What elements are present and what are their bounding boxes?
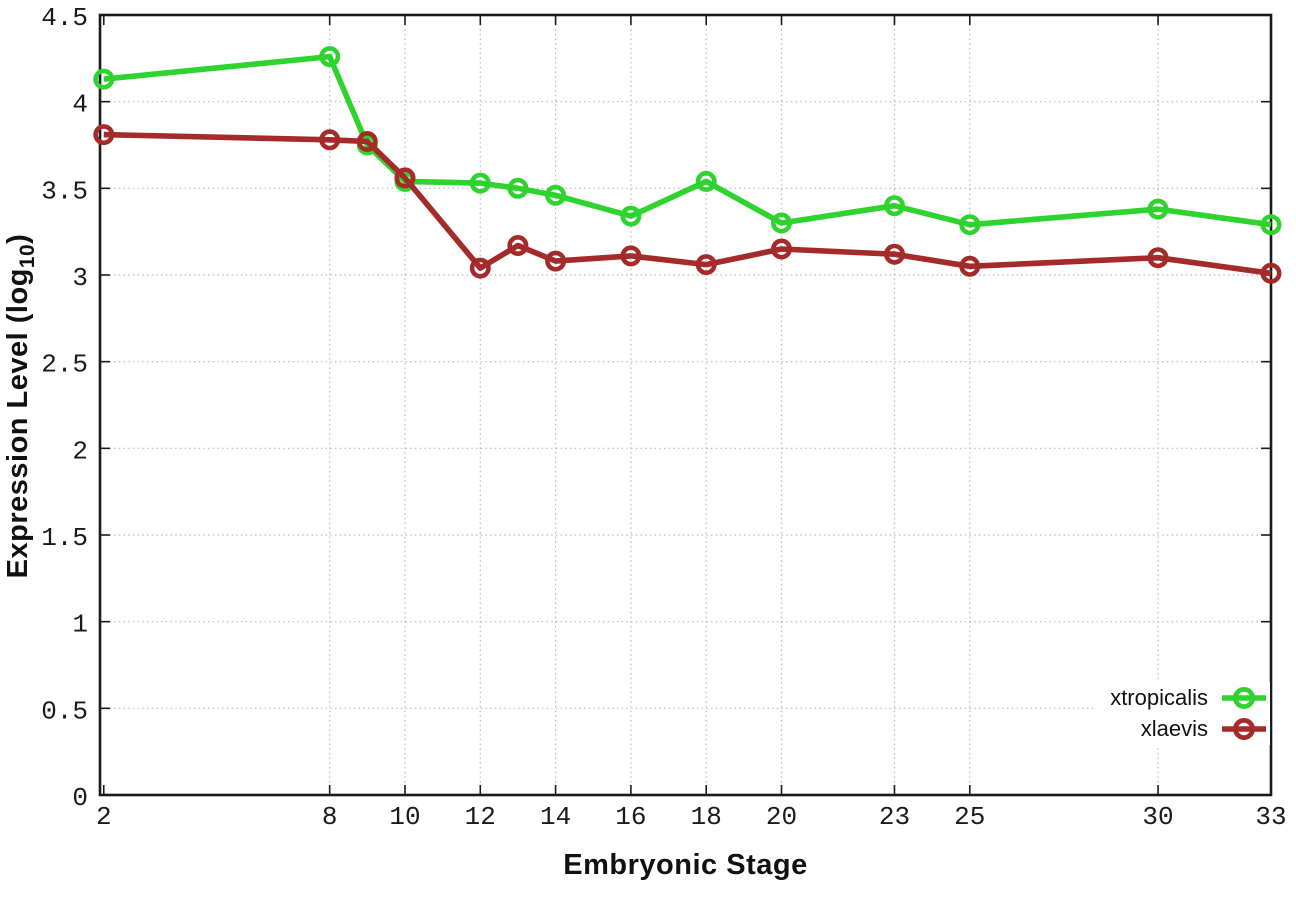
data-point-xlaevis-stage-13 [507, 235, 529, 257]
legend-marker-xtropicalis [1222, 686, 1266, 710]
x-tick-label: 14 [540, 802, 571, 832]
x-tick-label: 8 [322, 802, 338, 832]
data-point-xlaevis-stage-33 [1260, 262, 1282, 284]
y-tick-label: 0 [72, 783, 88, 813]
y-axis-title-subscript: 10 [15, 243, 39, 269]
x-tick-label: 10 [389, 802, 420, 832]
x-tick-label: 16 [615, 802, 646, 832]
data-point-xlaevis-stage-25 [959, 255, 981, 277]
data-point-xtropicalis-stage-23 [883, 195, 905, 217]
data-point-xtropicalis-stage-14 [545, 184, 567, 206]
data-point-xtropicalis-stage-33 [1260, 214, 1282, 236]
data-point-xlaevis-stage-9 [356, 131, 378, 153]
plot-border [98, 13, 1273, 797]
x-axis-title: Embryonic Stage [563, 849, 808, 881]
y-tick-label: 2 [72, 436, 88, 466]
x-tick-label: 12 [465, 802, 496, 832]
legend-marker-circle [1232, 686, 1256, 710]
legend-label-xtropicalis: xtropicalis [1110, 685, 1208, 710]
x-tick-label: 30 [1142, 802, 1173, 832]
y-axis-title-suffix: ) [2, 233, 34, 244]
y-tick-label: 4 [72, 90, 88, 120]
data-point-xlaevis-stage-2 [93, 124, 115, 146]
data-point-xlaevis-stage-12 [469, 257, 491, 279]
x-tick-label: 20 [766, 802, 797, 832]
data-point-xtropicalis-stage-12 [469, 172, 491, 194]
data-point-xtropicalis-stage-2 [93, 68, 115, 90]
data-point-xlaevis-stage-14 [545, 250, 567, 272]
legend-marker-xlaevis [1222, 717, 1266, 741]
x-tick-label: 33 [1255, 802, 1286, 832]
data-point-xlaevis-stage-20 [770, 238, 792, 260]
y-tick-label: 4.5 [41, 3, 88, 33]
legend-label-xlaevis: xlaevis [1140, 716, 1208, 741]
chart-legend: xtropicalis xlaevis [1096, 682, 1270, 745]
series-line-xlaevis [103, 131, 1272, 277]
x-tick-label: 25 [954, 802, 985, 832]
x-tick-label: 18 [691, 802, 722, 832]
legend-marker-circle [1232, 717, 1256, 741]
x-tick-label: 23 [879, 802, 910, 832]
data-point-xtropicalis-stage-18 [695, 170, 717, 192]
x-tick-label: 2 [96, 802, 112, 832]
data-point-xlaevis-stage-10 [394, 167, 416, 189]
data-point-xtropicalis-stage-8 [319, 46, 341, 68]
data-point-xlaevis-stage-23 [883, 243, 905, 265]
y-tick-label: 2.5 [41, 350, 88, 380]
y-tick-label: 1 [72, 610, 88, 640]
data-point-xtropicalis-stage-13 [507, 177, 529, 199]
data-point-xtropicalis-stage-25 [959, 214, 981, 236]
data-point-xlaevis-stage-16 [620, 245, 642, 267]
data-point-xtropicalis-stage-30 [1147, 198, 1169, 220]
data-point-xlaevis-stage-30 [1147, 247, 1169, 269]
data-point-xlaevis-stage-18 [695, 254, 717, 276]
legend-item-xtropicalis: xtropicalis [1110, 684, 1268, 712]
data-point-xtropicalis-stage-20 [770, 212, 792, 234]
data-point-xlaevis-stage-8 [319, 129, 341, 151]
y-tick-label: 3.5 [41, 176, 88, 206]
y-tick-label: 1.5 [41, 523, 88, 553]
legend-item-xlaevis: xlaevis [1141, 715, 1268, 743]
y-tick-label: 3 [72, 263, 88, 293]
y-tick-label: 0.5 [41, 696, 88, 726]
y-axis-title-text: Expression Level (log [2, 268, 34, 579]
y-axis-title: Expression Level (log10) [2, 1, 39, 811]
data-point-xtropicalis-stage-16 [620, 205, 642, 227]
